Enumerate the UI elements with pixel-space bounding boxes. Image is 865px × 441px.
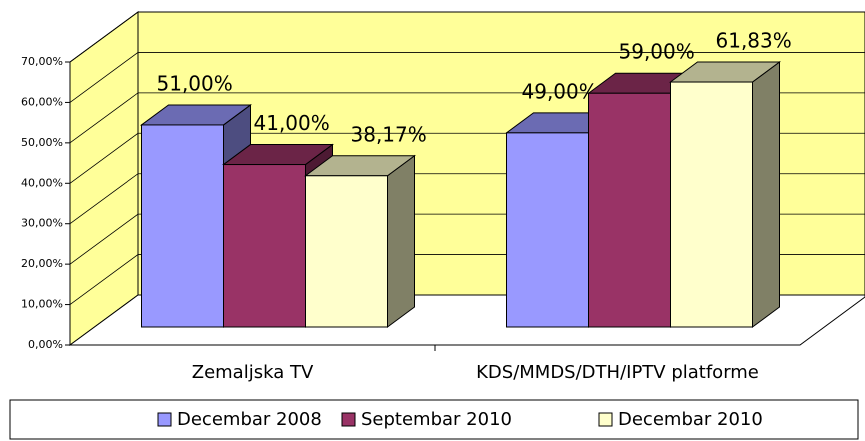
bar — [223, 164, 306, 328]
legend-swatch — [157, 412, 172, 427]
legend-label: Decembar 2008 — [177, 409, 322, 430]
bar — [506, 132, 589, 328]
y-tick-label: 50,00% — [21, 136, 63, 149]
value-label: 41,00% — [254, 111, 330, 135]
bar — [670, 81, 753, 328]
legend-box — [9, 399, 859, 440]
legend-label: Septembar 2010 — [361, 409, 512, 430]
legend-label: Decembar 2010 — [618, 409, 763, 430]
value-label: 59,00% — [619, 40, 695, 64]
bar — [588, 92, 671, 328]
bar — [305, 175, 388, 328]
y-tick-label: 10,00% — [21, 298, 63, 311]
x-tick-label: KDS/MMDS/DTH/IPTV platforme — [476, 362, 759, 383]
value-label: 49,00% — [522, 79, 598, 103]
side-wall — [69, 11, 139, 346]
y-tick-label: 30,00% — [21, 217, 63, 230]
legend-swatch — [341, 412, 356, 427]
value-label: 61,83% — [716, 29, 792, 53]
y-tick-label: 40,00% — [21, 176, 63, 189]
bar-side — [387, 154, 415, 328]
y-tick-label: 70,00% — [21, 55, 63, 68]
y-tick-label: 20,00% — [21, 257, 63, 270]
value-label: 38,17% — [351, 122, 427, 146]
x-tick-label: Zemaljska TV — [192, 362, 314, 383]
bar-side — [752, 61, 780, 328]
y-tick-label: 60,00% — [21, 95, 63, 108]
y-tick-label: 0,00% — [28, 338, 63, 351]
bar — [141, 124, 224, 328]
grid-line — [69, 11, 865, 63]
value-label: 51,00% — [157, 71, 233, 95]
legend-swatch — [598, 412, 613, 427]
grid-line — [69, 52, 865, 103]
